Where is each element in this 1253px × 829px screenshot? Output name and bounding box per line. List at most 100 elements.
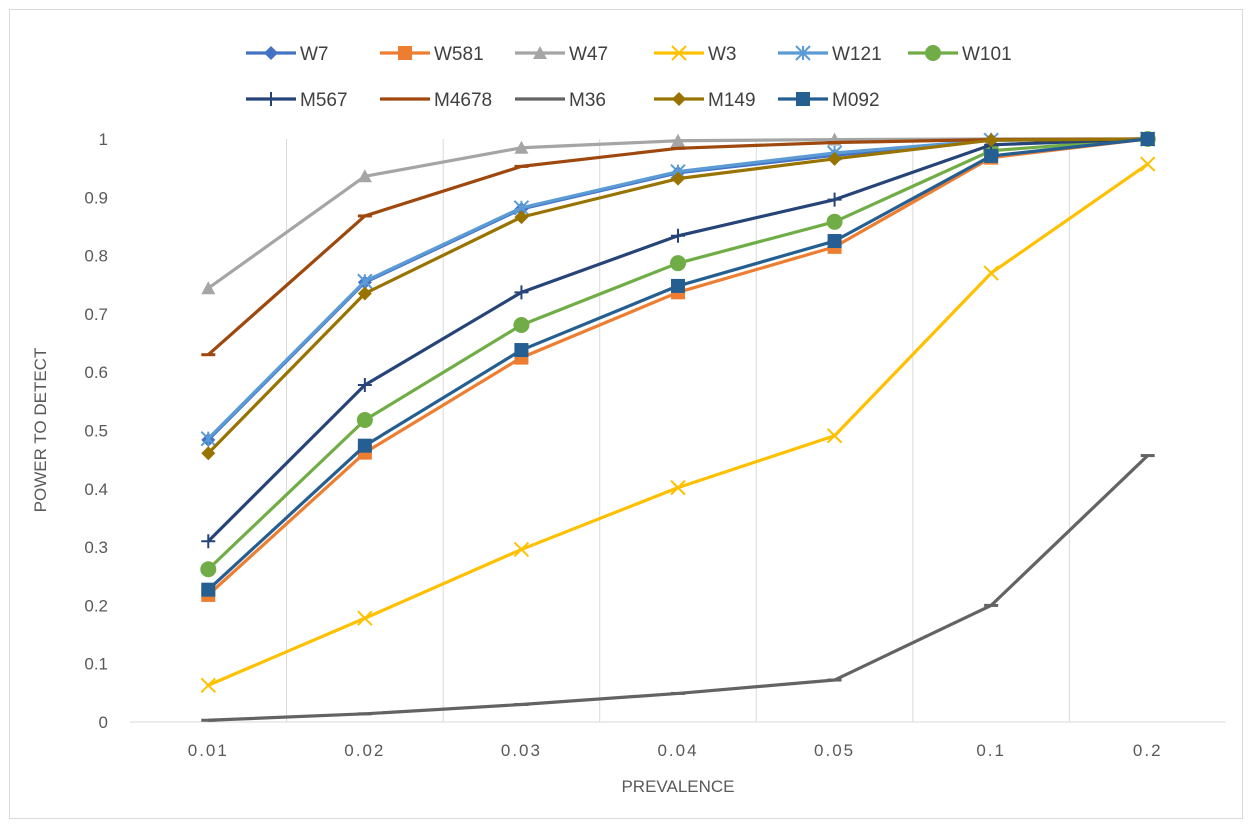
legend-label-w101: W101	[962, 44, 1012, 65]
legend-item-w101: W101	[908, 44, 1012, 65]
y-tick-label: 0.9	[84, 188, 108, 207]
y-tick-label: 0.6	[84, 363, 108, 382]
legend-item-m4678: M4678	[380, 90, 492, 111]
legend-label-m149: M149	[708, 90, 756, 111]
data-point-w3	[670, 479, 686, 496]
legend-marker-w101	[925, 45, 941, 61]
series-m092	[201, 132, 1155, 597]
data-point-m092	[357, 438, 372, 453]
data-point-m092	[984, 148, 999, 163]
legend-marker-w121	[795, 45, 811, 61]
y-tick-label: 0.7	[84, 305, 108, 324]
legend-item-m567: M567	[246, 90, 348, 111]
line-chart: 0 0.1 0.2 0.3 0.4 0.5 0.6 0.7 0.8 0.9 1 0.01 0.02 0.0…	[31, 44, 1226, 796]
data-point-m092	[514, 343, 529, 358]
x-tick-label: 0.05	[814, 741, 855, 760]
legend-marker-w7	[264, 46, 278, 60]
series-line-w581	[207, 137, 1148, 597]
data-point-w3	[513, 541, 530, 558]
legend-item-w3: W3	[654, 44, 737, 65]
x-axis-title: PREVALENCE	[621, 777, 734, 796]
y-tick-label: 0.1	[84, 655, 108, 674]
x-tick-label: 0.1	[976, 741, 1006, 760]
legend-label-m4678: M4678	[434, 90, 492, 111]
data-point-m092	[827, 234, 842, 249]
series-m567	[201, 132, 1155, 549]
data-point-m092	[1140, 132, 1155, 146]
series-line-w101	[207, 137, 1148, 571]
legend-item-w7: W7	[246, 44, 329, 65]
data-point-m149	[827, 151, 842, 166]
gridlines	[286, 139, 1070, 722]
data-point-m567	[357, 378, 372, 393]
data-point-w47	[201, 281, 216, 295]
data-point-m092	[671, 278, 685, 293]
data-point-w101	[826, 213, 843, 230]
legend-marker-m149	[672, 92, 686, 106]
legend-label-w47: W47	[569, 44, 608, 65]
y-tick-label: 0.4	[84, 480, 108, 499]
legend: W7 W581 W47 W3 W121 W101 M567 M4678 M36 M149 M092	[246, 44, 1012, 111]
legend-item-w47: W47	[515, 44, 608, 65]
series-m36	[201, 454, 1155, 722]
y-tick-label: 1	[99, 130, 108, 149]
legend-item-w581: W581	[380, 44, 484, 65]
series-line-m36	[208, 454, 1149, 722]
legend-marker-m567	[264, 92, 278, 106]
data-point-m567	[827, 192, 842, 207]
data-point-w101	[356, 412, 373, 429]
legend-item-w121: W121	[778, 44, 882, 65]
x-tick-label: 0.02	[344, 741, 385, 760]
legend-marker-w3	[671, 45, 687, 61]
data-point-m567	[201, 534, 216, 549]
data-point-w101	[200, 561, 217, 578]
data-point-m567	[671, 228, 685, 243]
legend-marker-w581	[398, 46, 412, 60]
legend-label-w121: W121	[832, 44, 882, 65]
x-tick-label: 0.01	[188, 741, 229, 760]
legend-item-m36: M36	[515, 90, 606, 111]
data-point-w3	[1140, 156, 1156, 172]
series-line-m567	[207, 137, 1148, 543]
legend-marker-w47	[533, 46, 547, 59]
data-point-m149	[201, 446, 216, 461]
chart-frame: 0 0.1 0.2 0.3 0.4 0.5 0.6 0.7 0.8 0.9 1 0.01 0.02 0.0…	[9, 9, 1243, 819]
legend-label-m092: M092	[832, 90, 880, 111]
series-line-m092	[207, 137, 1148, 591]
y-tick-label: 0	[99, 713, 108, 732]
y-tick-label: 0.8	[84, 247, 108, 266]
data-point-m567	[514, 285, 529, 300]
data-point-w3	[826, 428, 843, 444]
series-w581	[201, 132, 1155, 602]
series-w101	[200, 131, 1156, 578]
series-w3	[200, 156, 1156, 693]
legend-label-m36: M36	[569, 90, 606, 111]
data-point-w3	[983, 265, 999, 281]
data-point-w47	[357, 169, 372, 183]
x-tick-label: 0.04	[657, 741, 698, 760]
legend-item-m092: M092	[778, 90, 880, 111]
data-point-m149	[357, 286, 372, 301]
y-axis-title: POWER TO DETECT	[31, 348, 50, 513]
data-point-w121	[200, 430, 216, 447]
data-point-w101	[513, 316, 530, 333]
axes: 0 0.1 0.2 0.3 0.4 0.5 0.6 0.7 0.8 0.9 1 0.01 0.02 0.0…	[84, 130, 1226, 760]
data-point-w3	[200, 677, 216, 693]
legend-label-w3: W3	[708, 44, 737, 65]
x-tick-label: 0.2	[1133, 741, 1163, 760]
data-point-m149	[671, 171, 685, 186]
data-point-w121	[357, 273, 373, 289]
data-point-w47	[514, 140, 529, 154]
y-tick-label: 0.3	[84, 538, 108, 557]
legend-label-w581: W581	[434, 44, 484, 65]
legend-label-w7: W7	[300, 44, 329, 65]
legend-label-m567: M567	[300, 90, 348, 111]
data-point-m092	[201, 582, 216, 597]
data-point-w101	[670, 255, 686, 272]
data-point-m149	[514, 210, 529, 225]
data-point-w47	[671, 133, 685, 147]
legend-marker-m092	[796, 92, 810, 106]
data-point-w3	[357, 610, 373, 626]
x-tick-label: 0.03	[501, 741, 542, 760]
data-point-m149	[984, 133, 999, 148]
